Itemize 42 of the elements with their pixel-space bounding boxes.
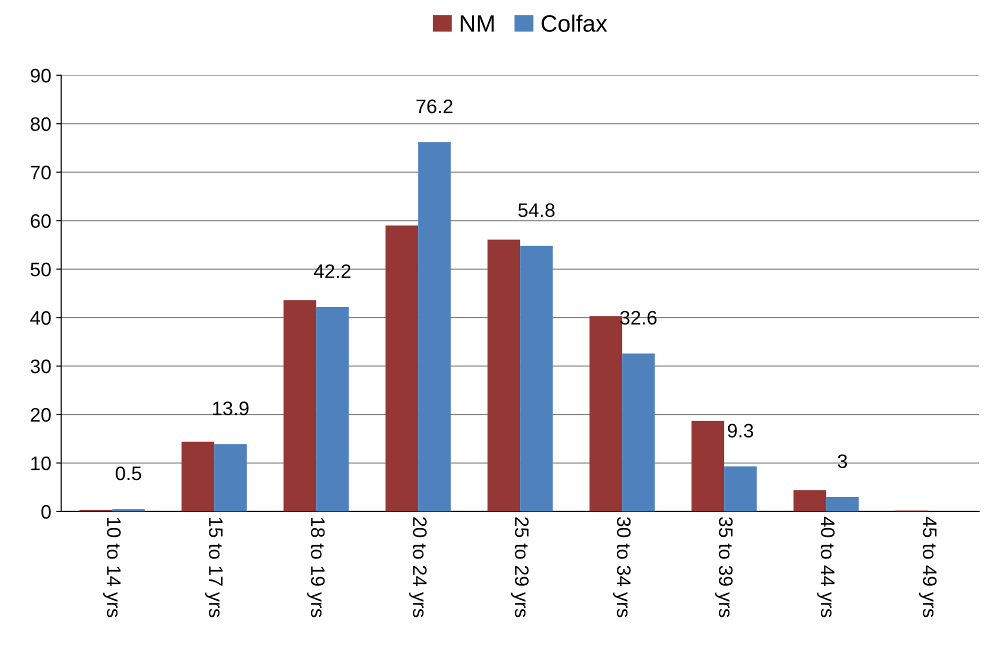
x-tick-label: 40 to 44 yrs [817, 516, 835, 618]
y-tick-label: 70 [30, 166, 51, 180]
y-tick-label: 90 [30, 68, 51, 82]
legend-label: NM [460, 15, 494, 32]
x-tick-label: 30 to 34 yrs [613, 517, 631, 618]
y-tick-label: 80 [30, 117, 51, 131]
y-tick-label: 0 [41, 504, 51, 519]
data-label: 42.2 [314, 264, 350, 278]
data-label: 3 [838, 454, 847, 468]
y-tick-label: 60 [30, 214, 51, 228]
bar [622, 353, 655, 512]
y-tick-label: 30 [30, 360, 51, 374]
bar [488, 240, 520, 512]
data-label: 9.3 [728, 424, 754, 438]
x-tick-label: 15 to 17 yrs [205, 518, 223, 618]
bar [793, 490, 826, 512]
data-label: 32.6 [620, 310, 657, 325]
y-tick-label: 10 [31, 456, 51, 470]
y-tick-label: 20 [30, 408, 51, 422]
y-tick-label: 40 [30, 311, 51, 325]
bar [316, 306, 349, 512]
data-label: 76.2 [416, 100, 452, 114]
x-tick-label: 25 to 29 yrs [511, 517, 529, 618]
bar [826, 496, 859, 512]
bar [214, 444, 247, 512]
bar [724, 466, 757, 512]
bar [691, 420, 724, 512]
legend-label: Colfax [542, 14, 608, 32]
y-tick-label: 50 [30, 262, 51, 276]
data-label: 13.9 [213, 402, 248, 416]
x-tick-label: 20 to 24 yrs [409, 517, 427, 618]
x-tick-label: 18 to 19 yrs [307, 518, 325, 618]
x-tick-label: 45 to 49 yrs [919, 516, 937, 618]
x-tick-label: 35 to 39 yrs [715, 517, 733, 618]
bar [520, 246, 553, 512]
data-label: 54.8 [518, 203, 555, 218]
bar [386, 226, 418, 512]
data-label: 0.5 [116, 466, 142, 480]
bar [284, 300, 316, 512]
x-tick-label: 10 to 14 yrs [103, 518, 121, 618]
bar [182, 442, 214, 512]
bar [418, 142, 451, 512]
